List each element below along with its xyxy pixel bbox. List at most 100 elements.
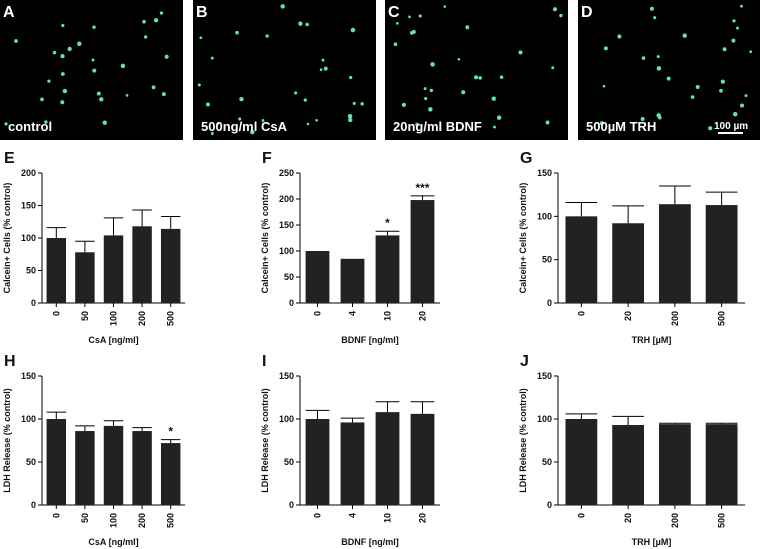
scale-bar-label: 100 µm (714, 121, 748, 132)
y-tick-label: 150 (537, 371, 552, 381)
cell (306, 122, 310, 126)
bar (375, 235, 400, 303)
cell (60, 54, 65, 59)
panel-letter: G (520, 150, 532, 167)
y-axis-label: Calcein+ Cells (% control) (2, 183, 12, 294)
y-tick-label: 0 (289, 298, 294, 308)
cell (461, 90, 466, 95)
cell (641, 56, 646, 60)
bar (705, 205, 738, 303)
cell (719, 88, 723, 93)
cell (552, 7, 558, 12)
x-tick-label: 500 (166, 513, 176, 528)
bar (160, 228, 181, 303)
cell (443, 5, 447, 8)
cell (303, 98, 307, 102)
significance: *** (415, 181, 429, 195)
y-tick-label: 100 (537, 414, 552, 424)
y-tick-label: 250 (279, 168, 294, 178)
cell (14, 39, 18, 43)
x-axis-label: BDNF [ng/ml] (341, 537, 399, 547)
y-axis-label: Calcein+ Cells (% control) (260, 183, 270, 294)
x-tick-label: 20 (623, 311, 633, 321)
cell (298, 21, 303, 26)
y-axis-label: LDH Release (% control) (2, 388, 12, 493)
bar (103, 425, 124, 505)
cell (67, 46, 72, 52)
x-tick-label: 0 (313, 311, 323, 316)
y-tick-label: 100 (279, 246, 294, 256)
x-axis-label: TRH [µM] (632, 537, 672, 547)
cell (349, 75, 353, 80)
y-tick-label: 100 (537, 211, 552, 221)
cell (428, 107, 433, 112)
cell (77, 41, 82, 46)
y-tick-label: 100 (279, 414, 294, 424)
cell (496, 115, 502, 120)
cell (656, 55, 660, 59)
cell (315, 118, 318, 122)
cell (409, 30, 414, 35)
cell (478, 76, 483, 80)
cell (261, 119, 265, 122)
micrograph (193, 0, 376, 140)
x-axis-label: CsA [ng/ml] (88, 335, 138, 345)
x-tick-label: 4 (348, 311, 358, 316)
cell (99, 97, 104, 102)
x-tick-label: 0 (576, 311, 586, 316)
cell (125, 93, 129, 97)
cell (640, 116, 645, 121)
x-tick-label: 10 (383, 311, 393, 321)
panel-letter: I (262, 353, 266, 370)
y-tick-label: 0 (31, 298, 36, 308)
panel-letter: A (3, 4, 15, 21)
y-tick-label: 200 (21, 168, 36, 178)
cell (653, 16, 657, 20)
x-tick-label: 20 (418, 311, 428, 321)
bar (410, 200, 435, 303)
cell (744, 94, 748, 98)
bar (305, 251, 330, 303)
bar (658, 204, 691, 303)
panel-label: 20ng/ml BDNF (393, 119, 482, 134)
cell (545, 120, 550, 125)
cell (415, 122, 419, 127)
cell (740, 4, 743, 8)
x-tick-label: 0 (51, 311, 61, 316)
x-tick-label: 500 (717, 513, 727, 528)
cell (559, 13, 563, 18)
bar (103, 235, 124, 303)
bar (565, 419, 598, 505)
cell (47, 79, 51, 83)
cell (102, 120, 107, 125)
cell (551, 66, 555, 70)
y-axis-label: LDH Release (% control) (260, 388, 270, 493)
significance: * (168, 425, 173, 439)
y-tick-label: 50 (542, 255, 552, 265)
cell (265, 34, 269, 38)
x-tick-label: 100 (109, 513, 119, 528)
x-tick-label: 200 (137, 513, 147, 528)
cell (347, 113, 353, 119)
cell (239, 96, 244, 102)
x-tick-label: 50 (80, 311, 90, 321)
bar (305, 419, 330, 505)
cell (429, 88, 434, 93)
bar (410, 413, 435, 505)
cell (473, 75, 479, 80)
cell (164, 54, 169, 59)
cell (360, 102, 364, 106)
x-tick-label: 200 (670, 311, 680, 326)
y-tick-label: 0 (31, 500, 36, 510)
cell (602, 84, 606, 88)
bar (340, 258, 365, 303)
y-axis-label: LDH Release (% control) (518, 388, 528, 493)
cell (4, 122, 8, 126)
cell (40, 97, 44, 102)
x-tick-label: 20 (623, 513, 633, 523)
cell (61, 23, 65, 28)
cell (199, 36, 203, 40)
panel-letter: H (4, 353, 16, 370)
x-axis-label: CsA [ng/ml] (88, 537, 138, 547)
